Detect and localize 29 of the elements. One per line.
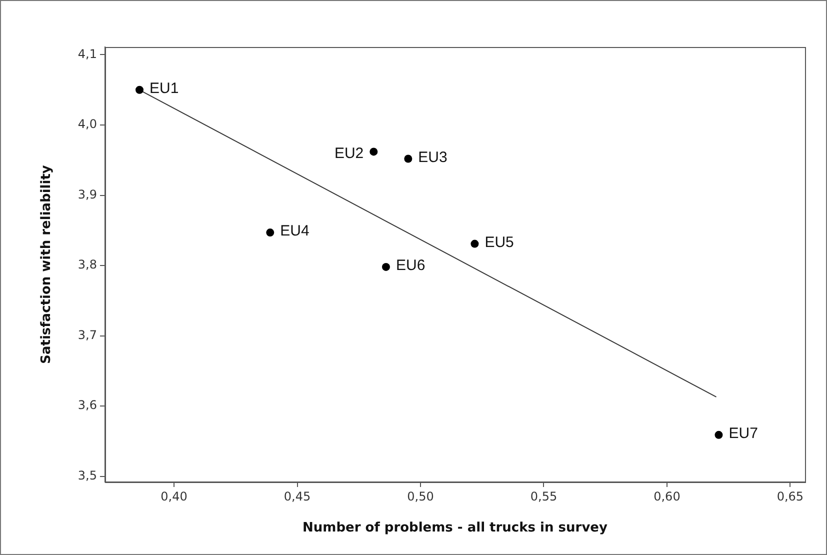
y-tick-label: 3,7 <box>78 328 97 342</box>
x-tick-label: 0,55 <box>530 489 558 504</box>
x-axis-title: Number of problems - all trucks in survey <box>302 520 608 536</box>
point <box>370 148 378 156</box>
annotation: EU1 <box>150 80 179 98</box>
x-tick-label: 0,65 <box>776 489 804 504</box>
y-tick-label: 3,9 <box>78 187 97 202</box>
point <box>404 154 412 163</box>
y-axis-title: Satisfaction with reliability <box>39 164 54 364</box>
y-tick-label: 3,5 <box>78 468 97 483</box>
x-tick-label: 0,50 <box>407 489 434 504</box>
point <box>136 86 144 94</box>
y-tick-label: 3,6 <box>78 398 97 412</box>
y-tick-label: 4,1 <box>78 46 97 61</box>
point <box>382 262 390 271</box>
y-tick-label: 4,0 <box>78 117 97 132</box>
y-tick-label: 3,8 <box>78 258 97 272</box>
x-tick-label: 0,45 <box>284 489 311 504</box>
annotation: EU6 <box>396 257 426 274</box>
point <box>470 240 479 248</box>
x-tick-label: 0,40 <box>160 489 188 504</box>
annotation: EU5 <box>484 234 514 251</box>
point <box>266 228 274 237</box>
x-tick-label: 0,60 <box>654 489 680 504</box>
point <box>714 430 723 439</box>
annotation: EU2 <box>334 144 364 162</box>
annotation: EU7 <box>728 425 758 442</box>
annotation: EU3 <box>418 148 448 166</box>
annotation: EU4 <box>280 222 310 240</box>
